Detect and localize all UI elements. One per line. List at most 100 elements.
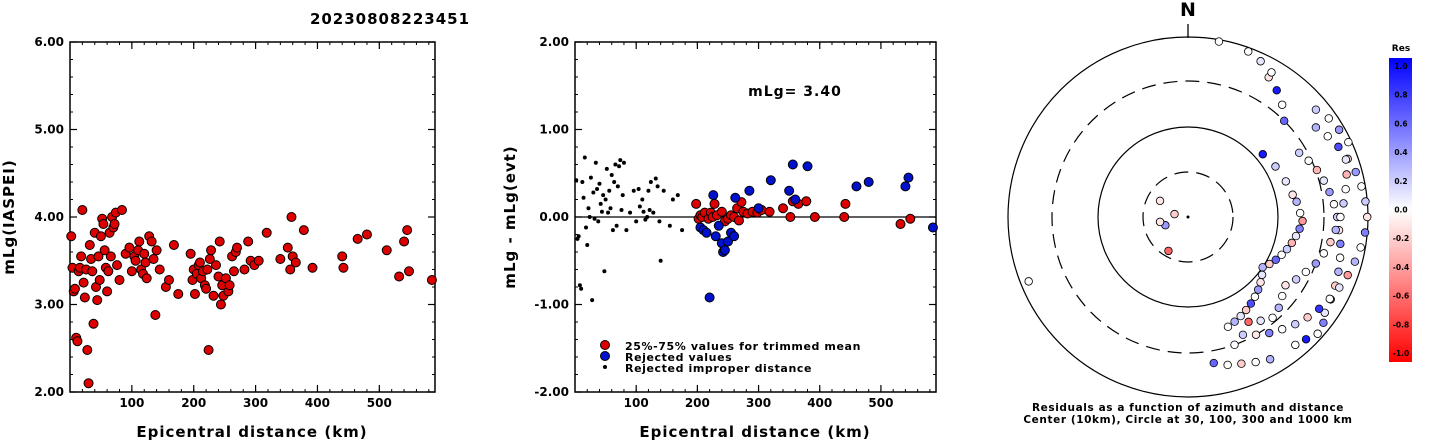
left-data-point bbox=[337, 251, 348, 262]
improper-distance-point bbox=[612, 180, 617, 184]
polar-residual-point bbox=[1295, 208, 1305, 218]
improper-distance-point bbox=[588, 175, 593, 180]
left-data-points bbox=[66, 205, 437, 389]
improper-distance-point bbox=[628, 210, 633, 215]
polar-residual-point bbox=[1277, 250, 1286, 260]
polar-residual-point bbox=[1250, 292, 1260, 301]
left-data-point bbox=[361, 229, 372, 240]
left-data-point bbox=[154, 264, 165, 275]
polar-residual-point bbox=[1271, 162, 1280, 171]
improper-distance-point bbox=[617, 164, 622, 169]
improper-distance-point bbox=[647, 208, 652, 212]
polar-residual-point bbox=[1331, 225, 1340, 235]
polar-residual-point bbox=[1350, 257, 1360, 266]
improper-distance-point bbox=[675, 193, 680, 198]
left-data-point bbox=[211, 260, 221, 271]
improper-distance-point bbox=[607, 188, 612, 193]
trimmed-point bbox=[840, 198, 851, 209]
improper-distance-point bbox=[620, 193, 625, 198]
polar-residual-point bbox=[1287, 238, 1296, 248]
polar-data-points bbox=[1024, 37, 1372, 370]
improper-distance-point bbox=[636, 187, 641, 191]
polar-residual-point bbox=[1294, 148, 1304, 158]
polar-residual-point bbox=[1277, 325, 1287, 334]
polar-residual-point bbox=[1238, 330, 1248, 340]
polar-residual-point bbox=[1256, 278, 1265, 287]
left-data-point bbox=[148, 254, 159, 264]
polar-residual-point bbox=[1334, 125, 1344, 134]
polar-residual-point bbox=[1360, 228, 1370, 237]
rejected-point bbox=[927, 222, 938, 233]
polar-residual-point bbox=[1230, 317, 1239, 326]
left-data-point bbox=[93, 251, 104, 262]
polar-residual-point bbox=[1258, 150, 1267, 159]
left-xtick-label: 500 bbox=[367, 396, 392, 410]
improper-distance-point bbox=[606, 210, 611, 215]
left-data-point bbox=[394, 271, 405, 282]
polar-residual-point bbox=[1319, 318, 1328, 327]
improper-distance-point bbox=[599, 209, 604, 214]
polar-residual-point bbox=[1258, 263, 1267, 272]
polar-residual-point bbox=[1313, 329, 1322, 338]
left-axis-ticks: 100 200 300 400 500 2.00 3.00 4.00 5.00 6.00 bbox=[34, 35, 435, 410]
mid-xtick-label: 200 bbox=[685, 396, 710, 410]
polar-residual-point bbox=[1311, 123, 1321, 132]
rejected-point bbox=[701, 227, 712, 238]
left-data-point bbox=[286, 212, 297, 222]
polar-residual-point bbox=[1325, 294, 1334, 304]
left-data-point bbox=[402, 225, 413, 236]
improper-distance-point bbox=[648, 180, 653, 184]
polar-residual-point bbox=[1329, 200, 1339, 209]
colorbar-tick-label: -0.4 bbox=[1393, 263, 1409, 272]
colorbar-ticks: 1.0 0.8 0.6 0.4 0.2 0.0 -0.2 -0.4 -0.6 -0.8 -1.0 bbox=[1393, 62, 1409, 358]
improper-distance-point bbox=[645, 215, 650, 219]
improper-distance-point bbox=[653, 176, 658, 181]
improper-distance-point bbox=[646, 188, 651, 193]
trimmed-point bbox=[809, 212, 820, 222]
left-data-point bbox=[112, 260, 123, 271]
left-data-point bbox=[232, 242, 243, 253]
left-data-point bbox=[253, 255, 264, 266]
trimmed-point bbox=[716, 206, 727, 217]
polar-residual-point bbox=[1271, 255, 1280, 264]
polar-residual-point bbox=[1356, 243, 1365, 252]
improper-distance-point bbox=[657, 219, 662, 224]
improper-distance-point bbox=[585, 243, 590, 247]
improper-distance-point bbox=[614, 223, 619, 228]
improper-distance-point bbox=[592, 216, 597, 221]
colorbar-tick-label: -0.8 bbox=[1393, 320, 1409, 329]
left-data-point bbox=[150, 310, 161, 320]
rejected-point bbox=[713, 220, 724, 231]
left-data-point bbox=[194, 257, 205, 268]
polar-residual-point bbox=[1334, 142, 1343, 152]
polar-residual-point bbox=[1277, 100, 1287, 109]
polar-residual-point bbox=[1342, 170, 1351, 179]
left-data-point bbox=[185, 248, 196, 259]
trimmed-point bbox=[895, 219, 906, 229]
polar-residual-point bbox=[1314, 304, 1324, 314]
left-data-point bbox=[76, 251, 87, 262]
polar-residual-point bbox=[1256, 57, 1265, 66]
legend-improper-label: Rejected improper distance bbox=[625, 362, 812, 375]
rejected-point bbox=[851, 181, 862, 192]
improper-distance-point bbox=[596, 219, 601, 224]
rejected-point bbox=[730, 192, 741, 203]
left-ytick-label: 2.00 bbox=[34, 385, 64, 399]
polar-residual-point bbox=[1311, 259, 1320, 268]
polar-residual-point bbox=[1291, 320, 1300, 329]
polar-residual-point bbox=[1246, 299, 1256, 308]
polar-residual-point bbox=[1223, 322, 1233, 332]
polar-residual-point bbox=[1319, 176, 1328, 185]
polar-residual-point bbox=[1357, 182, 1366, 191]
mid-xtick-label: 400 bbox=[807, 396, 832, 410]
improper-distance-point bbox=[608, 206, 613, 211]
left-data-point bbox=[92, 295, 103, 306]
polar-residual-point bbox=[1281, 177, 1291, 186]
mid-ylabel: mLg - mLg(evt) bbox=[501, 145, 519, 288]
improper-distance-point bbox=[615, 184, 620, 189]
azimuth-residual-plot: N Residuals as a function of azimuth and… bbox=[1007, 0, 1372, 426]
polar-residual-point bbox=[1024, 277, 1033, 286]
polar-residual-point bbox=[1244, 317, 1253, 327]
left-data-point bbox=[134, 236, 145, 247]
left-data-point bbox=[243, 236, 254, 247]
